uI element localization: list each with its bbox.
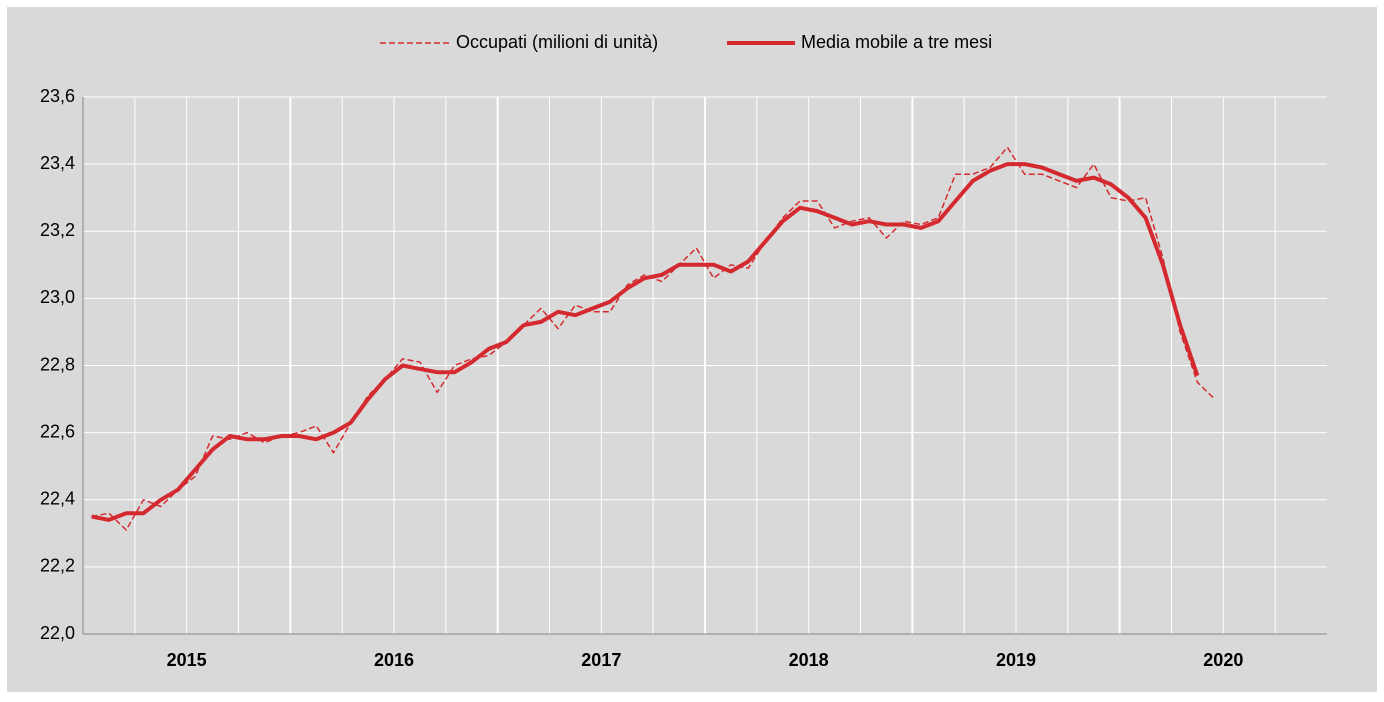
y-tick-label: 23,0: [40, 287, 75, 307]
x-tick-label: 2015: [167, 650, 207, 670]
series-line: [91, 162, 1200, 522]
x-tick-label: 2019: [996, 650, 1036, 670]
x-tick-label: 2017: [581, 650, 621, 670]
x-tick-label: 2020: [1203, 650, 1243, 670]
legend-label: Media mobile a tre mesi: [801, 32, 992, 52]
chart-background: [7, 7, 1377, 692]
y-tick-label: 22,8: [40, 354, 75, 374]
y-tick-label: 22,6: [40, 421, 75, 441]
x-tick-label: 2016: [374, 650, 414, 670]
y-tick-label: 23,6: [40, 86, 75, 106]
y-tick-label: 22,2: [40, 556, 75, 576]
x-tick-label: 2018: [789, 650, 829, 670]
legend-label: Occupati (milioni di unità): [456, 32, 658, 52]
y-tick-label: 23,2: [40, 220, 75, 240]
y-tick-label: 22,0: [40, 623, 75, 643]
y-tick-label: 22,4: [40, 489, 75, 509]
y-tick-label: 23,4: [40, 153, 75, 173]
